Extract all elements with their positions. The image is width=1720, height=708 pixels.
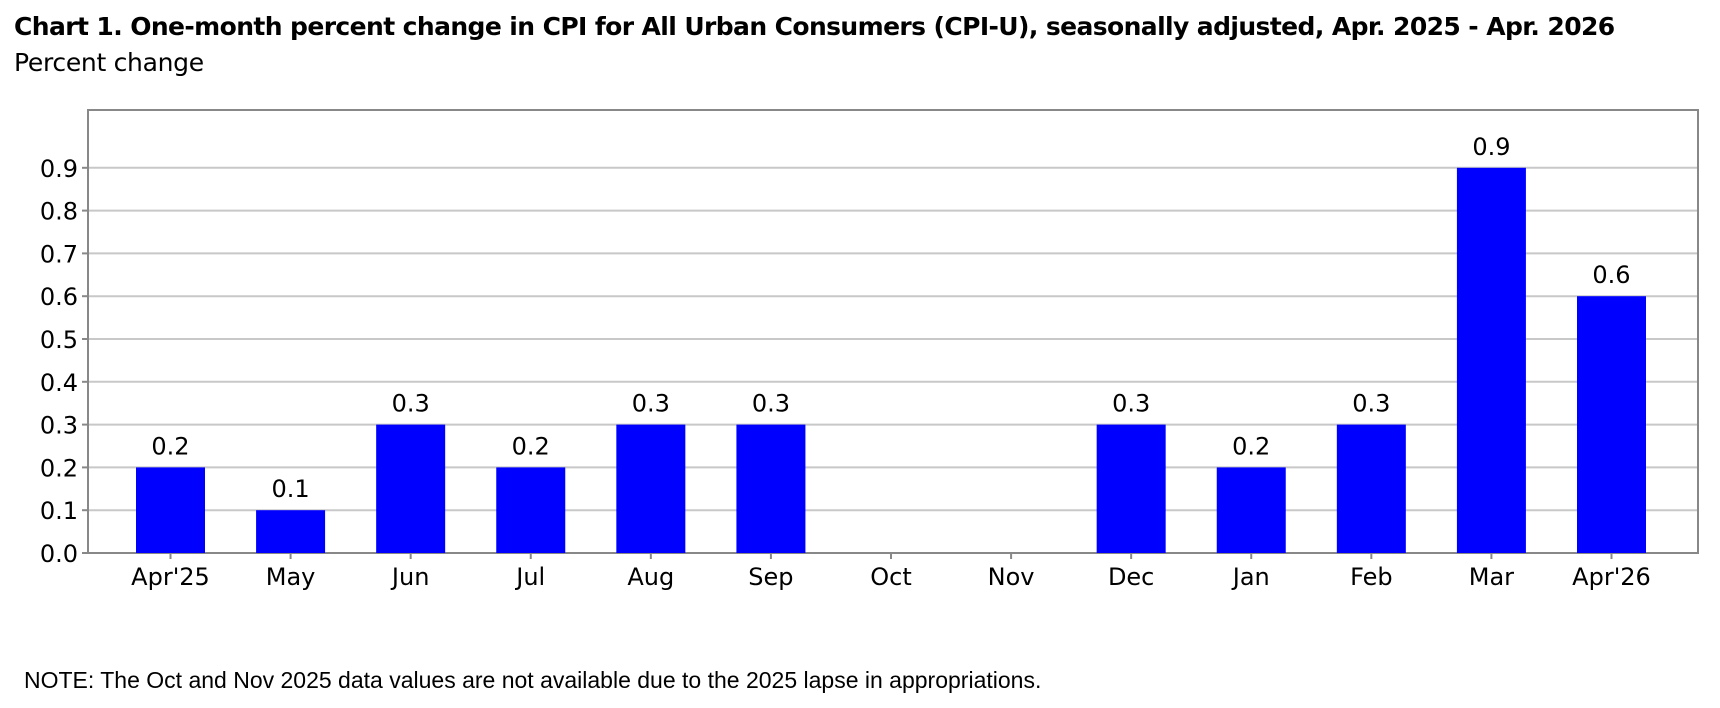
data-label-background <box>145 430 196 461</box>
x-axis-ticks: Apr'25 May Jun Jul Aug Sep Oct Nov Dec Jan Feb Mar A… <box>131 553 1651 591</box>
y-tick-label: 0.3 <box>40 412 78 440</box>
data-label: 0.3 <box>392 390 430 418</box>
x-tick-label: Aug <box>627 563 674 591</box>
data-label-background <box>625 387 676 418</box>
bar <box>376 424 446 553</box>
bar <box>736 424 806 553</box>
y-tick-label: 0.0 <box>40 540 78 568</box>
x-tick-label: Dec <box>1108 563 1154 591</box>
data-label: 0.1 <box>271 475 309 503</box>
plot-area <box>87 109 1699 554</box>
bar <box>616 424 686 553</box>
data-label: 0.6 <box>1592 261 1630 289</box>
y-tick-label: 0.7 <box>40 240 78 268</box>
data-label-background <box>1106 387 1157 418</box>
data-label-background <box>745 387 796 418</box>
data-label: 0.3 <box>632 390 670 418</box>
chart-note: NOTE: The Oct and Nov 2025 data values a… <box>24 667 1042 693</box>
data-label: 0.9 <box>1472 133 1510 161</box>
y-tick-label: 0.9 <box>40 155 78 183</box>
bar <box>256 510 326 553</box>
data-label-background <box>1586 259 1637 290</box>
x-tick-label: Feb <box>1350 563 1393 591</box>
bar <box>1336 424 1406 553</box>
x-tick-label: May <box>266 563 316 591</box>
x-tick-label: Apr'26 <box>1572 563 1651 591</box>
y-axis-ticks: 0.0 0.1 0.2 0.3 0.4 0.5 0.6 0.7 0.8 0.9 <box>40 155 88 568</box>
y-tick-label: 0.1 <box>40 497 78 525</box>
x-tick-label: Jan <box>1231 563 1270 591</box>
x-tick-label: Jun <box>390 563 430 591</box>
data-labels: 0.2 0.1 0.3 0.2 0.3 0.3 0.3 0.2 0.3 0.9 0.6 <box>145 130 1637 504</box>
data-label-background <box>505 430 556 461</box>
data-label-background <box>265 473 316 504</box>
data-label: 0.2 <box>151 432 189 460</box>
y-tick-label: 0.4 <box>40 369 78 397</box>
bar <box>136 467 205 553</box>
y-tick-label: 0.2 <box>40 454 78 482</box>
data-label-background <box>1226 430 1277 461</box>
chart-subtitle: Percent change <box>14 48 204 77</box>
y-tick-label: 0.5 <box>40 326 78 354</box>
bar <box>1456 167 1526 554</box>
x-tick-label: Oct <box>870 563 912 591</box>
bar <box>1096 424 1166 553</box>
x-tick-label: Apr'25 <box>131 563 210 591</box>
bars <box>136 167 1646 554</box>
bar <box>1577 296 1646 553</box>
x-tick-label: Nov <box>988 563 1035 591</box>
data-label: 0.2 <box>512 432 550 460</box>
chart-title: Chart 1. One-month percent change in CPI… <box>14 12 1615 41</box>
x-tick-label: Jul <box>514 563 545 591</box>
data-label-background <box>1466 130 1517 161</box>
y-tick-label: 0.6 <box>40 283 78 311</box>
bar <box>496 467 566 553</box>
data-label-background <box>385 387 436 418</box>
data-label: 0.3 <box>1352 390 1390 418</box>
y-tick-label: 0.8 <box>40 198 78 226</box>
bar <box>1216 467 1286 553</box>
data-label: 0.3 <box>1112 390 1150 418</box>
gridlines <box>89 166 1697 512</box>
bar-chart: 0.0 0.1 0.2 0.3 0.4 0.5 0.6 0.7 0.8 0.9 0.2 0.1 0.3… <box>40 109 1699 591</box>
x-tick-label: Mar <box>1469 563 1514 591</box>
data-label-background <box>1346 387 1397 418</box>
data-label: 0.3 <box>752 390 790 418</box>
data-label: 0.2 <box>1232 432 1270 460</box>
x-tick-label: Sep <box>748 563 793 591</box>
